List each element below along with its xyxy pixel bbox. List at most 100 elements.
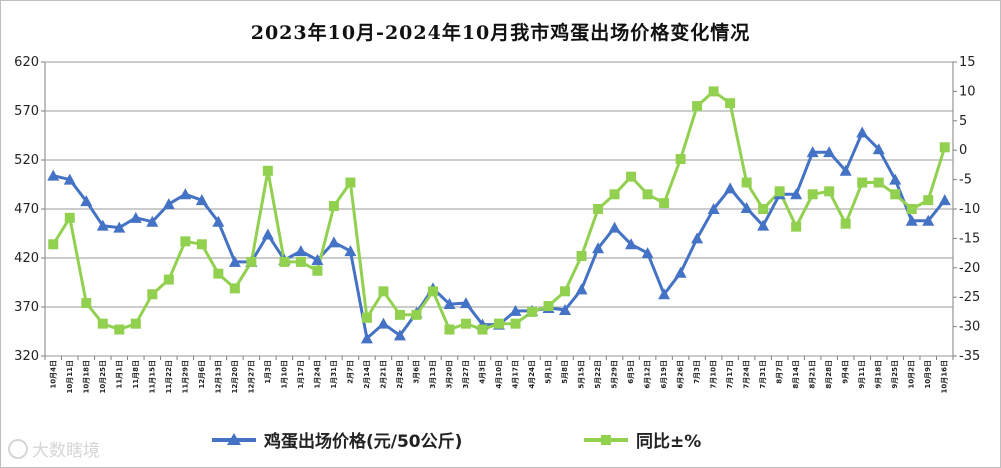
x-tick-label: 10月11日 bbox=[66, 360, 74, 393]
yoy-point bbox=[378, 286, 389, 297]
x-tick-label: 4月17日 bbox=[512, 360, 520, 389]
x-tick-label: 6月26日 bbox=[677, 360, 685, 389]
right-tick-label: 15 bbox=[959, 55, 976, 70]
x-tick-label: 12月27日 bbox=[247, 360, 255, 393]
yoy-point bbox=[675, 154, 686, 165]
yoy-point bbox=[659, 198, 670, 209]
x-tick-label: 1月10日 bbox=[280, 360, 288, 389]
yoy-point bbox=[229, 283, 240, 294]
chart-title: 2023年10月-2024年10月我市鸡蛋出场价格变化情况 bbox=[250, 22, 751, 44]
x-tick-label: 3月20日 bbox=[445, 360, 453, 389]
x-axis-ticks: 10月4日 10月11日 10月18日 10月25日 11月1日 11月8日 11月15日 1… bbox=[44, 356, 954, 393]
price-point bbox=[63, 173, 76, 185]
x-tick-label: 4月10日 bbox=[495, 360, 503, 389]
price-point bbox=[195, 194, 208, 206]
x-tick-label: 1月31日 bbox=[330, 360, 338, 389]
price-point bbox=[658, 288, 671, 300]
yoy-point bbox=[758, 204, 769, 214]
price-point bbox=[938, 194, 951, 206]
price-point bbox=[509, 304, 522, 316]
x-tick-label: 9月11日 bbox=[858, 360, 866, 389]
yoy-point bbox=[295, 256, 306, 267]
yoy-point bbox=[163, 274, 174, 285]
x-tick-label: 7月31日 bbox=[759, 360, 767, 389]
x-tick-label: 12月6日 bbox=[198, 360, 206, 389]
yoy-point bbox=[890, 189, 901, 200]
price-point bbox=[360, 332, 373, 344]
x-tick-label: 9月4日 bbox=[842, 360, 850, 384]
price-point bbox=[724, 182, 737, 194]
legend-item-yoy: 同比±% bbox=[584, 427, 701, 452]
yoy-point bbox=[593, 204, 604, 214]
x-tick-label: 11月29日 bbox=[181, 360, 189, 393]
x-tick-label: 8月7日 bbox=[776, 360, 784, 384]
yoy-point bbox=[741, 177, 752, 188]
x-tick-label: 9月18日 bbox=[875, 360, 883, 389]
x-tick-label: 12月20日 bbox=[231, 360, 239, 393]
yoy-point bbox=[361, 312, 372, 323]
yoy-series-line bbox=[52, 89, 947, 331]
price-point bbox=[80, 195, 93, 207]
x-tick-label: 11月15日 bbox=[148, 360, 156, 393]
left-tick-label: 320 bbox=[14, 349, 39, 364]
legend-price-label: 鸡蛋出场价格(元/50公斤) bbox=[264, 432, 463, 452]
left-tick-label: 520 bbox=[14, 153, 39, 168]
x-tick-label: 10月18日 bbox=[82, 360, 90, 393]
right-tick-label: -5 bbox=[959, 173, 972, 188]
price-point bbox=[691, 232, 704, 244]
price-point bbox=[757, 219, 770, 231]
price-point bbox=[327, 236, 340, 248]
price-point bbox=[146, 215, 159, 227]
price-point bbox=[806, 146, 819, 158]
x-tick-label: 11月1日 bbox=[115, 360, 123, 389]
legend-yoy-swatch bbox=[584, 434, 628, 445]
yoy-point bbox=[114, 324, 125, 335]
yoy-point bbox=[906, 204, 917, 214]
legend-price-swatch bbox=[212, 432, 256, 445]
yoy-point bbox=[791, 221, 802, 232]
left-tick-label: 420 bbox=[14, 251, 39, 266]
yoy-point bbox=[48, 239, 59, 250]
price-point bbox=[856, 126, 869, 138]
yoy-point bbox=[774, 186, 785, 197]
x-tick-label: 9月25日 bbox=[891, 360, 899, 389]
price-point bbox=[443, 298, 456, 310]
price-point bbox=[261, 228, 274, 240]
x-tick-label: 2月28日 bbox=[396, 360, 404, 389]
left-tick-label: 570 bbox=[14, 104, 39, 119]
price-series-line bbox=[52, 131, 946, 340]
yoy-point bbox=[81, 298, 92, 309]
price-point bbox=[459, 297, 472, 309]
series-markers bbox=[47, 86, 951, 344]
yoy-point bbox=[560, 286, 571, 297]
price-point bbox=[129, 211, 142, 223]
x-tick-label: 6月5日 bbox=[627, 360, 635, 384]
legend-item-price: 鸡蛋出场价格(元/50公斤) bbox=[212, 427, 462, 452]
yoy-point bbox=[807, 189, 818, 200]
x-tick-label: 2月7日 bbox=[346, 360, 354, 384]
x-tick-label: 7月10日 bbox=[710, 360, 718, 389]
price-point bbox=[393, 329, 406, 341]
x-tick-label: 7月3日 bbox=[693, 360, 701, 384]
price-point bbox=[162, 198, 175, 210]
yoy-point bbox=[147, 289, 158, 300]
price-point bbox=[889, 173, 902, 185]
price-point bbox=[625, 238, 638, 250]
x-tick-label: 6月12日 bbox=[644, 360, 652, 389]
yoy-point bbox=[196, 239, 207, 250]
right-tick-label: -30 bbox=[959, 320, 980, 335]
right-tick-label: 5 bbox=[959, 114, 967, 129]
left-axis-ticks: 320 370 420 470 520 570 620 bbox=[14, 55, 45, 364]
right-tick-label: -20 bbox=[959, 261, 980, 276]
x-tick-label: 11月8日 bbox=[132, 360, 140, 389]
right-tick-label: -25 bbox=[959, 290, 980, 305]
x-tick-label: 5月29日 bbox=[611, 360, 619, 389]
yoy-point bbox=[246, 256, 257, 267]
x-tick-label: 1月17日 bbox=[297, 360, 305, 389]
x-tick-label: 8月28日 bbox=[825, 360, 833, 389]
yoy-point bbox=[873, 177, 884, 188]
watermark-logo-icon bbox=[8, 438, 28, 459]
yoy-point bbox=[857, 177, 868, 188]
yoy-point bbox=[576, 251, 587, 262]
